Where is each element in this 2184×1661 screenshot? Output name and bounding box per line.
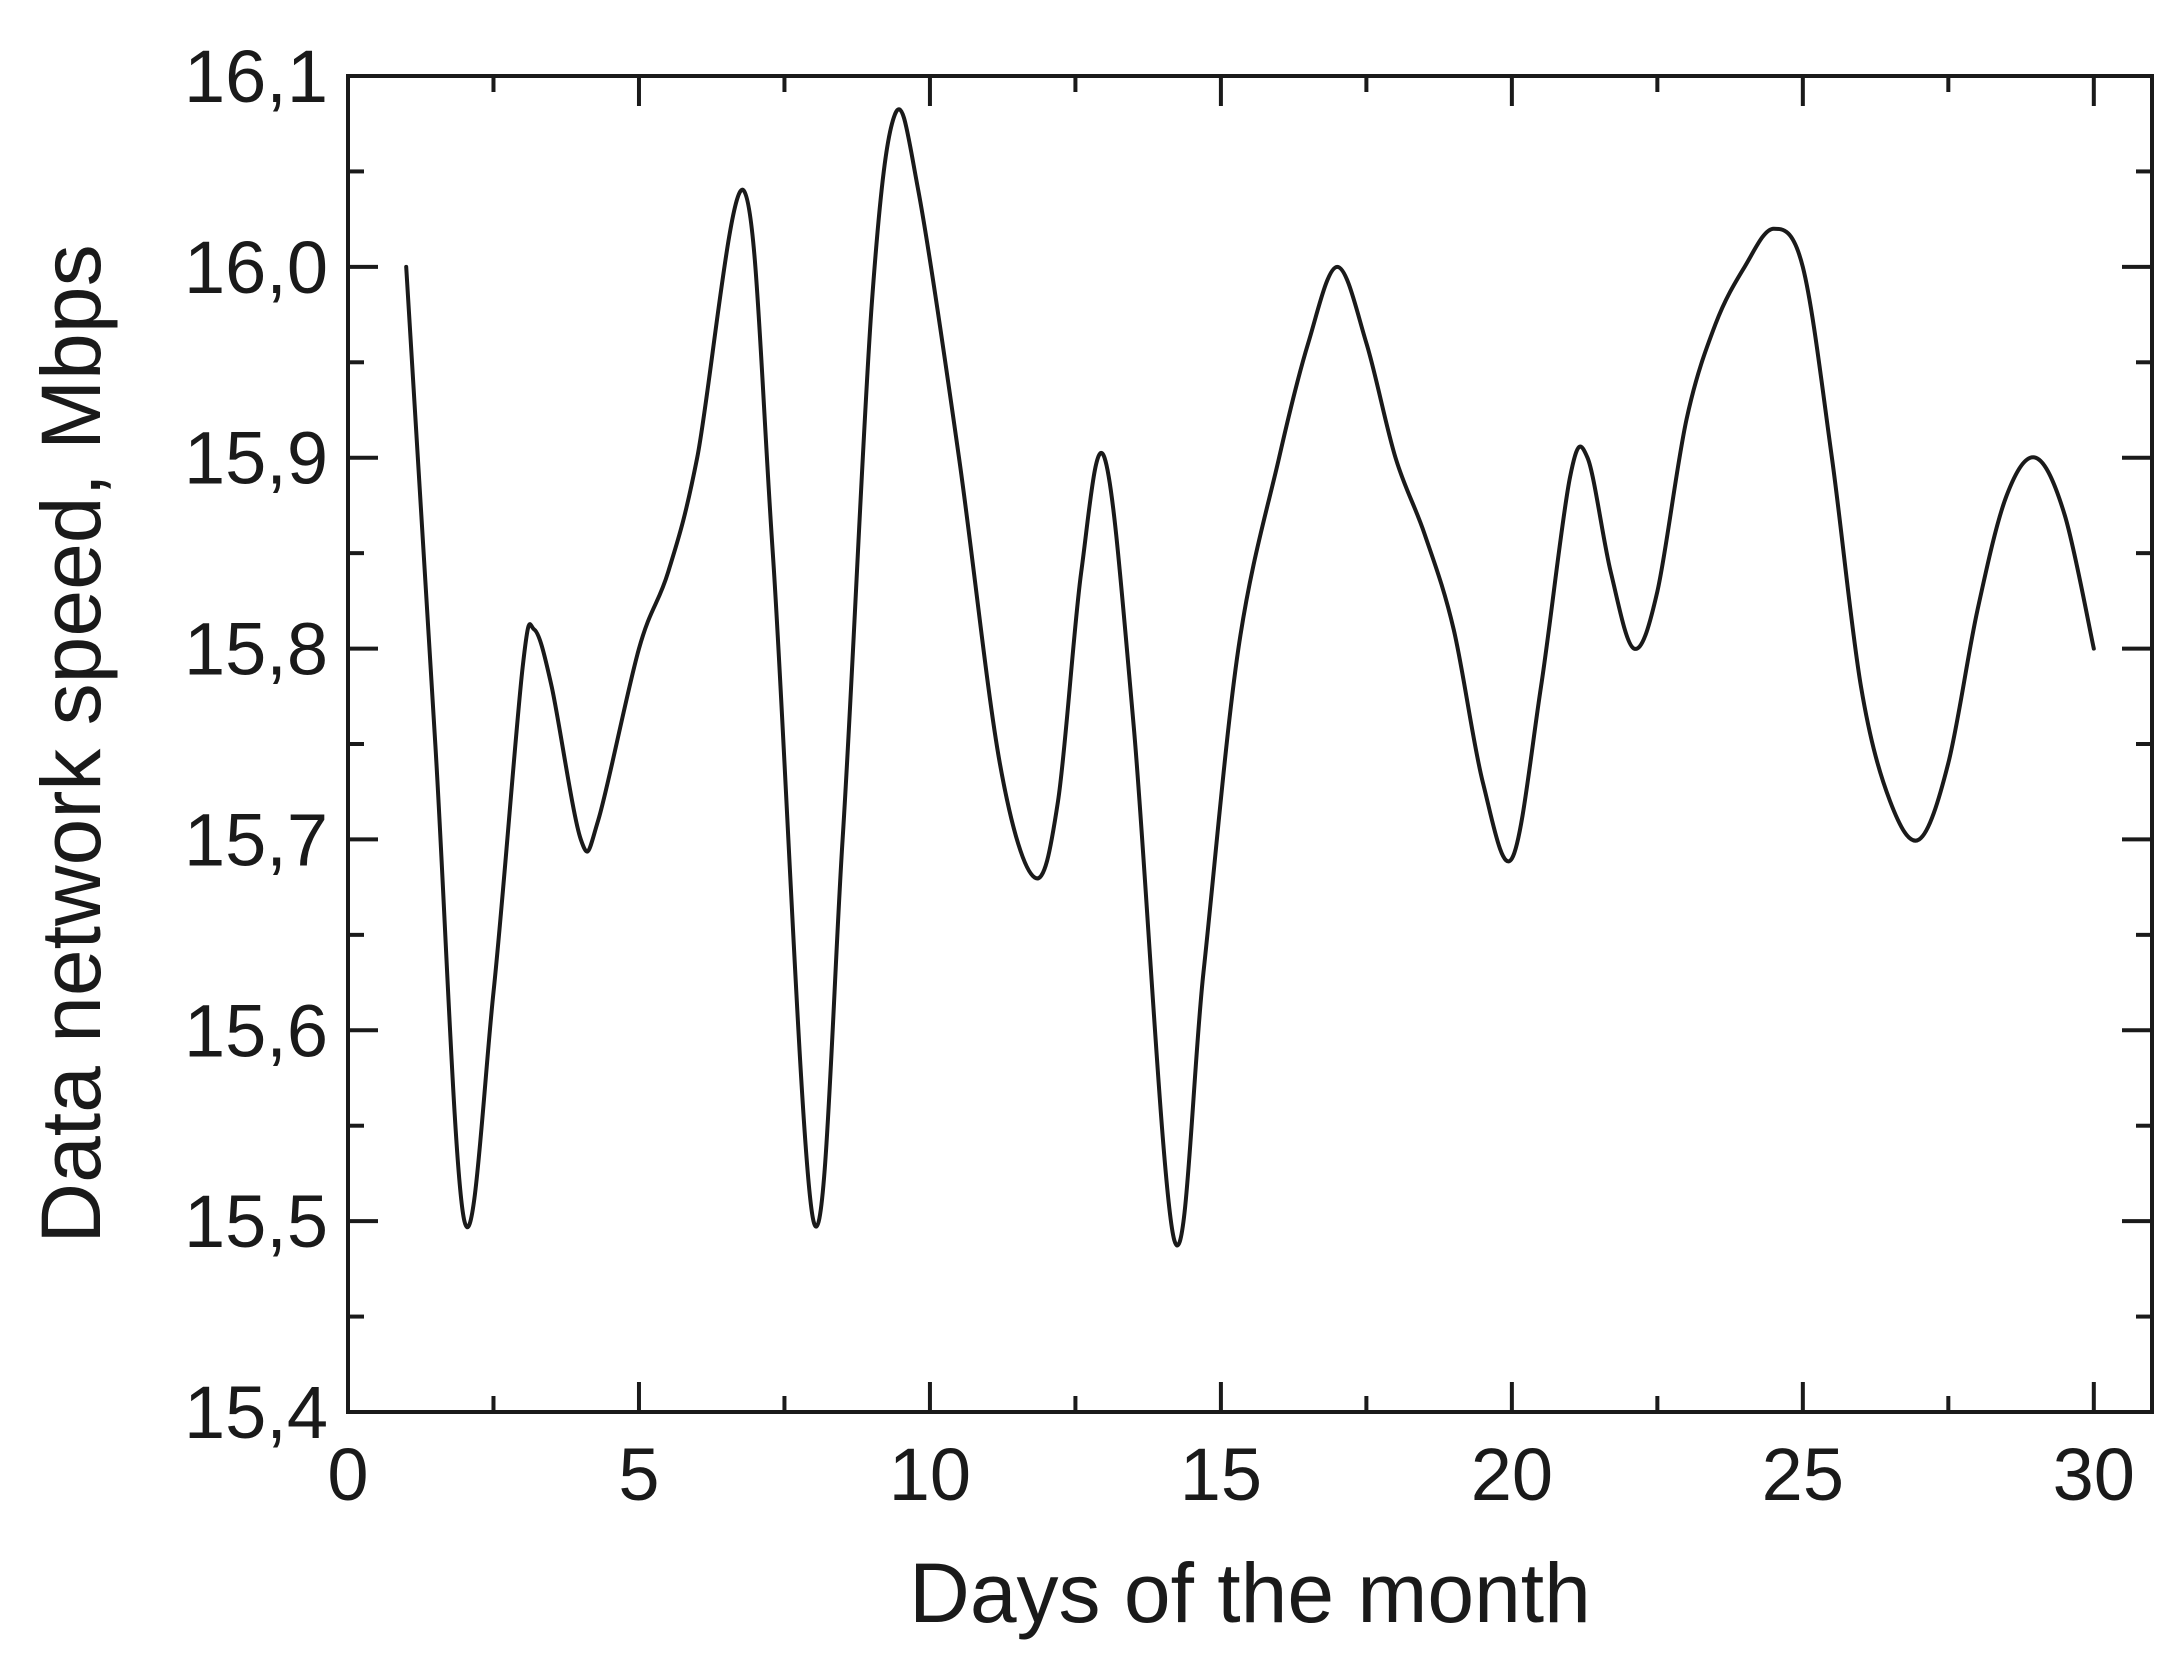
- y-tick-labels: 15,4 15,5 15,6 15,7 15,8 15,9 16,0 16,1: [184, 35, 328, 1454]
- y-tick-label: 15,8: [184, 608, 328, 691]
- y-tick-label: 15,4: [184, 1371, 328, 1454]
- x-tick-label: 15: [1180, 1433, 1262, 1516]
- x-tick-label: 10: [889, 1433, 971, 1516]
- x-tick-label: 25: [1762, 1433, 1844, 1516]
- plot-frame: [346, 74, 2154, 1414]
- x-tick-labels: 0 5 10 15 20 25 30: [327, 1433, 2135, 1516]
- x-tick-label: 5: [618, 1433, 659, 1516]
- y-tick-label: 15,6: [184, 989, 328, 1072]
- y-tick-label: 15,7: [184, 798, 328, 881]
- x-axis-title: Days of the month: [909, 1546, 1591, 1640]
- y-tick-label: 16,1: [184, 35, 328, 118]
- y-tick-label: 15,9: [184, 417, 328, 500]
- x-tick-label: 30: [2053, 1433, 2135, 1516]
- y-tick-label: 16,0: [184, 226, 328, 309]
- axis-ticks: [346, 74, 2152, 1414]
- y-axis-title: Data network speed, Mbps: [24, 244, 118, 1243]
- series-line: [404, 107, 2096, 1248]
- x-tick-label: 20: [1471, 1433, 1553, 1516]
- x-tick-label: 0: [327, 1433, 368, 1516]
- y-tick-label: 15,5: [184, 1180, 328, 1263]
